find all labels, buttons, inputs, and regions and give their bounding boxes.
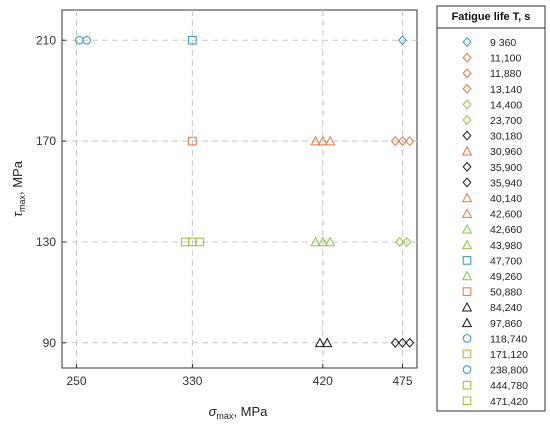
data-point-triangle — [317, 135, 328, 146]
x-axis-label: σmax, MPa — [209, 404, 269, 421]
legend-label: 471,420 — [490, 396, 528, 408]
x-axis-label-symbol: σ — [209, 404, 218, 419]
legend-label: 43,980 — [490, 240, 522, 252]
data-point-diamond — [390, 136, 400, 147]
legend-label: 84,240 — [490, 302, 522, 314]
legend-label: 97,860 — [490, 318, 522, 330]
legend-marker-triangle — [461, 317, 473, 328]
data-point-triangle — [322, 337, 333, 348]
legend-label: 42,600 — [490, 209, 522, 221]
legend: Fatigue life T, s 9 360 11,100 11,880 13,14… — [436, 5, 546, 412]
legend-marker-square — [462, 287, 472, 296]
plot-area — [61, 9, 418, 369]
legend-label: 30,960 — [490, 146, 522, 158]
x-tick-label: 330 — [182, 374, 202, 388]
legend-label: 238,800 — [490, 365, 528, 377]
legend-marker-diamond — [462, 36, 472, 48]
y-axis-label-unit: , MPa — [10, 160, 25, 195]
legend-label: 42,660 — [490, 224, 522, 236]
legend-marker-triangle — [461, 208, 473, 218]
y-tick-label: 130 — [36, 235, 56, 249]
legend-title: Fatigue life T, s — [452, 11, 531, 23]
legend-items: 9 360 11,100 11,880 13,140 14,400 23,700 30,18… — [461, 36, 528, 408]
legend-label: 14,400 — [490, 99, 522, 111]
legend-label: 11,880 — [490, 68, 521, 80]
legend-marker-diamond — [462, 177, 472, 188]
legend-label: 118,740 — [490, 333, 527, 345]
data-point-triangle — [324, 236, 336, 247]
data-point-diamond — [398, 35, 407, 46]
legend-marker-diamond — [462, 52, 472, 63]
legend-label: 23,700 — [490, 115, 522, 127]
legend-marker-diamond — [462, 114, 472, 126]
legend-marker-triangle — [461, 145, 473, 156]
legend-marker-diamond — [462, 161, 472, 172]
x-axis-label-unit: , MPa — [233, 404, 268, 419]
data-point-triangle — [324, 135, 336, 146]
legend-label: 171,120 — [490, 349, 528, 361]
y-axis-label: τmax, MPa — [10, 160, 27, 217]
data-point-diamond — [395, 236, 405, 247]
data-point-triangle — [317, 236, 328, 247]
legend-label: 35,900 — [490, 162, 522, 174]
grid-lines — [62, 10, 417, 368]
legend-marker-diamond — [462, 99, 472, 110]
data-point-square — [195, 237, 204, 247]
y-axis-label-symbol: τ — [10, 211, 25, 217]
y-tick-label: 170 — [36, 134, 56, 148]
legend-marker-diamond — [462, 130, 472, 141]
legend-marker-triangle — [461, 192, 473, 203]
legend-label: 9 360 — [490, 37, 516, 49]
legend-label: 30,180 — [490, 131, 522, 143]
y-tick-label: 90 — [43, 336, 57, 350]
legend-label: 47,700 — [490, 255, 522, 267]
legend-marker-circle — [462, 334, 472, 343]
y-tick-label: 210 — [36, 33, 56, 47]
data-point-diamond — [402, 236, 412, 247]
legend-marker-diamond — [462, 68, 472, 79]
legend-marker-diamond — [462, 83, 472, 94]
legend-marker-circle — [462, 365, 472, 374]
data-point-diamond — [405, 136, 415, 147]
legend-label: 13,140 — [490, 84, 522, 96]
x-axis-label-subscript: max — [216, 411, 234, 421]
x-tick-label: 420 — [313, 374, 333, 388]
data-point-diamond — [398, 136, 407, 147]
legend-marker-square — [462, 380, 472, 390]
data-point-circle — [82, 35, 91, 45]
data-markers — [75, 35, 415, 348]
data-point-square — [188, 136, 197, 146]
data-point-triangle — [310, 236, 321, 247]
legend-label: 49,260 — [490, 271, 522, 283]
data-point-square — [188, 35, 197, 45]
data-point-diamond — [398, 337, 407, 348]
data-point-diamond — [405, 337, 415, 348]
legend-marker-square — [462, 256, 472, 265]
x-tick-label: 475 — [392, 374, 412, 388]
legend-box — [436, 5, 546, 412]
tick-labels: 250 330 420 475 90 130 170 210 — [36, 33, 413, 388]
legend-marker-triangle — [461, 270, 473, 281]
legend-label: 40,140 — [490, 193, 522, 205]
legend-marker-triangle — [461, 223, 473, 234]
legend-marker-square — [462, 396, 472, 406]
y-axis-label-subscript: max — [17, 195, 27, 213]
legend-label: 11,100 — [490, 53, 521, 65]
legend-marker-triangle — [461, 301, 473, 312]
data-point-diamond — [390, 337, 400, 348]
data-point-triangle — [314, 337, 326, 348]
legend-label: 444,780 — [490, 380, 528, 392]
legend-label: 50,880 — [490, 287, 522, 299]
legend-label: 35,940 — [490, 177, 522, 189]
data-point-triangle — [310, 135, 321, 146]
legend-marker-square — [462, 349, 472, 359]
legend-marker-triangle — [461, 239, 473, 250]
x-tick-label: 250 — [66, 374, 86, 388]
